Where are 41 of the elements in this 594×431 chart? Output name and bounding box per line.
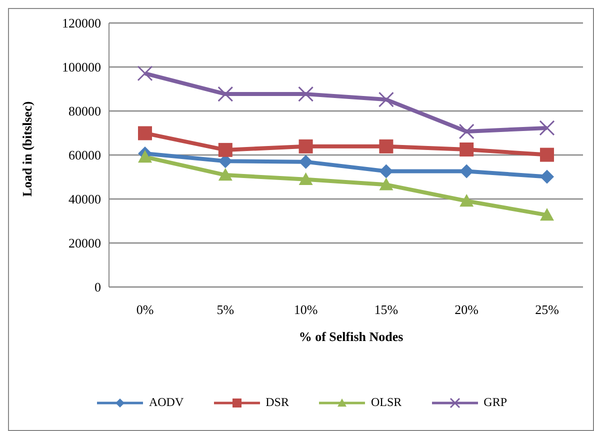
y-axis-title: Load in (bitslsec)	[20, 101, 36, 197]
y-tick-label: 60000	[68, 148, 101, 163]
point	[138, 150, 152, 163]
point	[460, 164, 474, 178]
point	[379, 164, 394, 178]
x-tick-label: 15%	[374, 302, 398, 318]
point	[298, 172, 313, 186]
point	[539, 120, 555, 136]
x-tick-label: 20%	[454, 302, 479, 318]
point	[298, 154, 313, 169]
x-tick-label: 0%	[136, 302, 154, 318]
point	[379, 178, 394, 190]
point	[138, 126, 152, 140]
point	[460, 142, 474, 156]
point	[378, 92, 394, 108]
point	[540, 148, 554, 162]
point	[218, 168, 232, 181]
point	[298, 86, 314, 102]
x-tick-label: 10%	[294, 302, 318, 318]
legend-label: OLSR	[370, 395, 402, 410]
y-tick-label: 20000	[68, 236, 101, 251]
legend-label: AODV	[148, 395, 184, 410]
y-tick-label: 120000	[62, 16, 101, 31]
x-axis-title: % of Selfish Nodes	[298, 329, 404, 345]
x-tick-label: 5%	[216, 302, 234, 318]
point	[540, 208, 554, 221]
point	[218, 86, 234, 102]
point	[460, 194, 474, 207]
point	[540, 170, 554, 184]
point	[298, 139, 313, 154]
y-tick-label: 40000	[68, 192, 101, 207]
legend-label: GRP	[484, 395, 508, 410]
x-tick-label: 25%	[535, 302, 560, 318]
point	[458, 124, 474, 140]
y-tick-label: 0	[94, 280, 101, 295]
point	[379, 139, 394, 154]
point	[137, 66, 153, 82]
y-tick-label: 80000	[68, 104, 101, 119]
y-tick-label: 100000	[62, 60, 101, 75]
legend-label: DSR	[266, 395, 289, 410]
point	[218, 142, 232, 157]
